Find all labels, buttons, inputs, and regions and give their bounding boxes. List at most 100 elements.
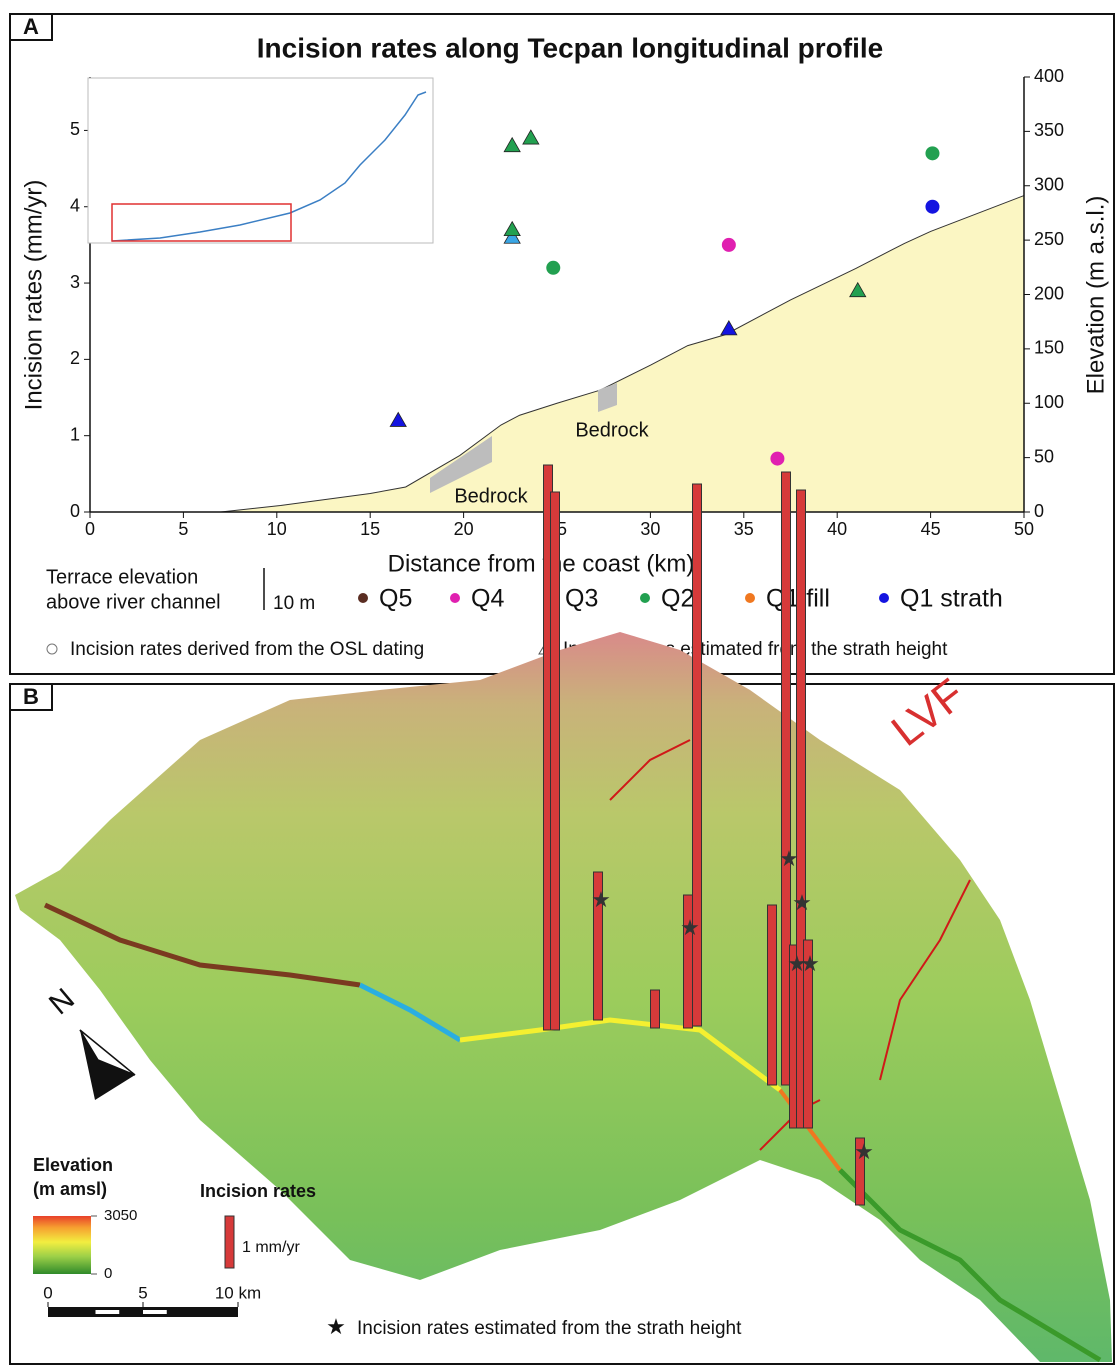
scale-bar: 0 5 10 km xyxy=(43,1283,261,1317)
legend-label: Q5 xyxy=(379,585,412,613)
triangle-marker xyxy=(389,411,407,427)
triangle-marker xyxy=(503,220,521,237)
scale-bar-gap xyxy=(95,1310,120,1314)
river-q5 xyxy=(43,902,361,988)
inset xyxy=(87,77,434,244)
y-tick-label: 3 xyxy=(70,272,80,292)
inset-window xyxy=(111,203,292,242)
scale-bar-gap xyxy=(143,1310,167,1314)
triangle-marker xyxy=(522,129,540,145)
elevation-legend: 3050 0 xyxy=(91,1207,137,1282)
circle-marker xyxy=(925,199,940,214)
legend-swatch xyxy=(450,593,460,603)
y2-tick-label: 400 xyxy=(1034,66,1064,86)
incision-bar xyxy=(692,483,702,1027)
y2-tick-label: 250 xyxy=(1034,229,1064,249)
incision-bar xyxy=(803,939,813,1129)
inset-frame xyxy=(87,77,434,244)
elevation-profile xyxy=(90,195,1025,513)
y2-tick-label: 150 xyxy=(1034,338,1064,358)
incision-scale-label: 1 mm/yr xyxy=(242,1239,300,1256)
triangle-marker xyxy=(503,136,521,153)
legend-swatch xyxy=(358,593,368,603)
circle-marker xyxy=(721,237,736,252)
x-tick-label: 10 xyxy=(267,519,287,539)
x-tick-label: 50 xyxy=(1014,519,1034,539)
panel-label-box xyxy=(9,13,53,41)
incision-title: Incision rates xyxy=(200,1181,316,1201)
legend-swatch xyxy=(745,593,755,603)
river-lower xyxy=(838,1168,1102,1363)
terrain xyxy=(15,632,1112,1362)
annotation: Bedrock xyxy=(575,419,649,441)
area-fill xyxy=(90,195,1024,512)
legend-swatch xyxy=(879,593,889,603)
inset-line xyxy=(111,91,427,242)
y2-tick-label: 200 xyxy=(1034,283,1064,303)
elevation-title: Elevation xyxy=(33,1155,113,1175)
elevation-tick-label: 0 xyxy=(104,1265,112,1282)
panel-label: A xyxy=(23,14,39,39)
strath-star: ★ xyxy=(680,915,700,940)
panel-label-box xyxy=(9,683,53,711)
triangle-marker xyxy=(849,281,867,298)
x-tick-label: 15 xyxy=(360,519,380,539)
y2-tick-label: 300 xyxy=(1034,175,1064,195)
incision-bar xyxy=(796,489,806,1129)
x-tick-label: 0 xyxy=(85,519,95,539)
scale-tick-label: 5 xyxy=(138,1283,147,1302)
incision-bar xyxy=(650,989,660,1029)
incision-bar xyxy=(593,871,603,1021)
incision-bar xyxy=(767,904,777,1086)
y2-tick-label: 350 xyxy=(1034,120,1064,140)
x-tick-label: 35 xyxy=(734,519,754,539)
y2-axis-label: Elevation (m a.s.l.) xyxy=(1082,196,1109,395)
y-tick-label: 5 xyxy=(70,119,80,139)
fault xyxy=(879,879,971,1081)
y-axis-label: Incision rates (mm/yr) xyxy=(20,180,47,411)
annotation: Bedrock xyxy=(454,485,528,507)
triangle-marker xyxy=(503,228,521,244)
legend-label: Incision rates derived from the OSL dati… xyxy=(70,639,424,660)
y-tick-label: 4 xyxy=(70,195,80,215)
x-tick-label: 20 xyxy=(454,519,474,539)
bedrock-patch xyxy=(598,383,617,412)
elevation-ramp xyxy=(33,1216,91,1274)
strath-star: ★ xyxy=(792,890,812,915)
scale-tick-label: 10 km xyxy=(215,1283,261,1302)
legend-label: Q1 strath xyxy=(900,585,1003,613)
elevation-title: (m amsl) xyxy=(33,1179,107,1199)
north-label: N xyxy=(43,982,81,1021)
north-arrow-shape xyxy=(79,1029,136,1076)
x-axis-label: Distance from the coast (km) xyxy=(388,550,695,577)
incision-bar xyxy=(855,1137,865,1206)
fault xyxy=(609,739,691,801)
x-tick-label: 40 xyxy=(827,519,847,539)
incision-bar xyxy=(781,471,791,1086)
river-q3 xyxy=(358,982,462,1043)
north-arrow-shape xyxy=(80,1030,135,1100)
strath-star: ★ xyxy=(800,951,820,976)
incision-bars: ★★★★★★★ xyxy=(543,464,874,1206)
y-tick-label: 2 xyxy=(70,348,80,368)
bedrock-patch xyxy=(430,436,492,493)
star-note: Incision rates estimated from the strath… xyxy=(357,1318,742,1339)
strath-star: ★ xyxy=(779,846,799,871)
y2-tick-label: 0 xyxy=(1034,501,1044,521)
y2-tick-label: 50 xyxy=(1034,446,1054,466)
y2-tick-label: 100 xyxy=(1034,392,1064,412)
elevation-tick-label: 3050 xyxy=(104,1207,137,1224)
y-tick-label: 0 xyxy=(70,501,80,521)
circle-marker xyxy=(770,451,785,466)
legend-scale-label: 10 m xyxy=(273,593,315,614)
strath-star: ★ xyxy=(787,951,807,976)
star-symbol: ★ xyxy=(326,1314,346,1339)
legend-title: Terrace elevation xyxy=(46,566,198,588)
y-tick-label: 1 xyxy=(70,424,80,444)
x-tick-label: 30 xyxy=(640,519,660,539)
legend-label: Q2 xyxy=(661,585,694,613)
legend-label: Q4 xyxy=(471,585,504,613)
circle-marker xyxy=(925,146,940,161)
chart-title: Incision rates along Tecpan longitudinal… xyxy=(257,32,883,63)
